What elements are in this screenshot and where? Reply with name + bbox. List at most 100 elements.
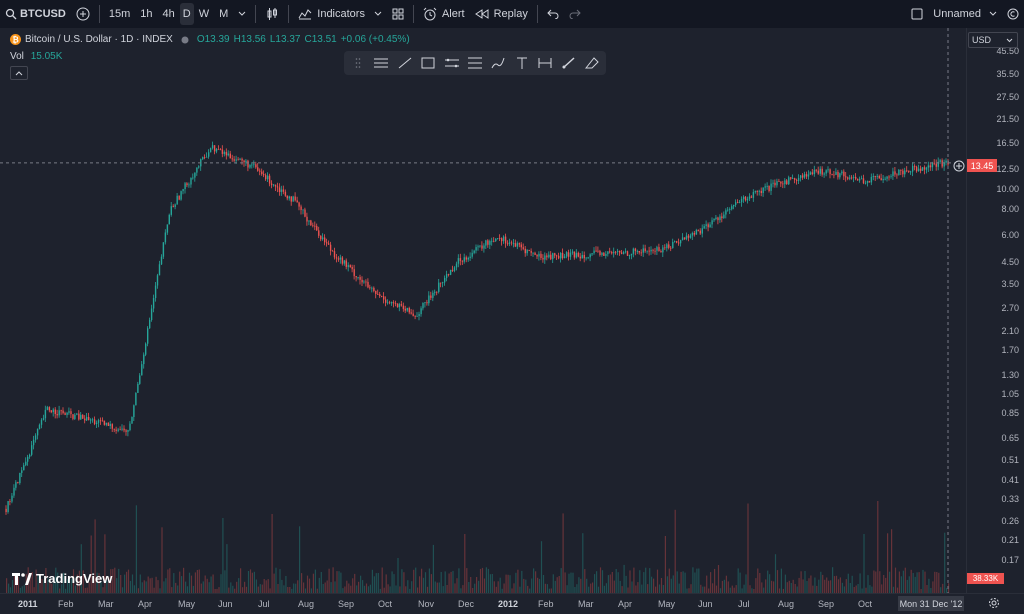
volume-bar [55,567,57,593]
interval-4h[interactable]: 4h [162,8,175,20]
candle [339,257,342,260]
candle [133,405,135,417]
volume-bar [411,581,413,593]
candle [825,170,827,174]
volume-bar [137,588,139,593]
price-chart[interactable] [0,28,966,593]
volume-bar [153,587,155,593]
volume-bar [879,571,881,593]
volume-bar [576,584,578,593]
volume-bar [700,584,702,593]
volume-bar [912,573,914,593]
collapse-legend-button[interactable] [10,66,28,80]
candle [34,435,37,440]
measure-tool-icon[interactable] [536,53,555,73]
candle [849,177,851,179]
cloud-status-button[interactable] [1002,0,1024,28]
volume-bar [835,575,838,593]
candle [833,174,835,176]
candle [595,250,597,252]
volume-bar [67,579,69,593]
fib-retracement-tool-icon[interactable] [465,53,484,73]
volume-bar [145,581,147,593]
text-tool-icon[interactable] [512,53,531,73]
time-tick: Oct [858,599,873,609]
candle [652,249,654,251]
trend-line-tool-icon[interactable] [395,53,414,73]
horizontal-lines-tool-icon[interactable] [371,53,390,73]
volume-bar [489,574,491,593]
volume-bar [281,579,283,593]
volume-bar [51,583,53,593]
candle [444,278,446,283]
chart-type-button[interactable] [260,0,284,28]
candle [239,158,241,160]
settings-gear-icon[interactable] [988,597,1000,609]
interval-w[interactable]: W [198,8,210,20]
interval-dropdown[interactable] [233,0,251,28]
candle [392,302,395,304]
currency-selector[interactable]: USD [968,32,1018,48]
candle [5,508,7,512]
volume-bar [869,585,871,593]
layout-button[interactable]: Unnamed [906,0,1002,28]
templates-button[interactable] [387,0,409,28]
candle [408,308,410,313]
chart-pane[interactable] [0,28,966,593]
symbol-search[interactable]: BTCUSD [0,0,71,28]
volume-bar [289,587,291,593]
candle [679,240,682,244]
candle [628,255,631,256]
candle [709,224,711,228]
candle [719,216,721,221]
interval-15m[interactable]: 15m [108,8,131,20]
volume-bar [304,588,307,593]
indicators-label: Indicators [317,8,365,20]
volume-bar [940,587,942,593]
indicators-button[interactable]: Indicators [293,0,387,28]
price-axis[interactable]: 45.50 35.50 27.50 21.50 16.50 12.50 10.00 8.00 6… [966,28,1024,593]
candle [589,254,591,258]
volume-bar [651,576,653,593]
parallel-channel-tool-icon[interactable] [442,53,461,73]
candle [198,166,200,168]
volume-bar [625,575,627,593]
volume-bar [926,585,928,593]
price-tick: 0.85 [1001,408,1019,419]
replay-button[interactable]: Replay [470,0,533,28]
candle [839,173,841,178]
volume-bar [495,586,497,593]
tradingview-logo[interactable]: TradingView [12,571,112,586]
volume-bar [417,587,419,593]
alert-button[interactable]: Alert [418,0,470,28]
candle [526,250,528,254]
volume-bar [285,576,287,593]
brush-tool-icon[interactable] [489,53,508,73]
undo-button[interactable] [542,0,564,28]
rectangle-tool-icon[interactable] [418,53,437,73]
interval-m[interactable]: M [219,8,229,20]
candle [451,269,454,271]
candle [870,176,873,183]
interval-d[interactable]: D [179,3,194,25]
add-alert-plus-icon[interactable] [953,160,965,172]
volume-bar [387,584,389,593]
time-axis[interactable]: 2011 Feb Mar Apr May Jun Jul Aug Sep Oct Nov Dec 201… [0,593,1024,614]
volume-bar [684,572,686,593]
redo-button[interactable] [564,0,586,28]
candle [894,171,896,175]
volume-bar [84,587,86,593]
compare-button[interactable] [71,0,95,28]
interval-1h[interactable]: 1h [140,8,153,20]
eraser-tool-icon[interactable] [583,53,602,73]
drag-handle-icon[interactable] [348,53,367,73]
candle [923,167,926,170]
volume-bar [910,569,912,593]
candle [634,248,637,252]
volume-bar [234,588,236,593]
volume-bar [167,569,169,593]
candle [799,175,802,178]
candle [263,174,265,176]
pen-tool-icon[interactable] [559,53,578,73]
volume-bar [552,574,554,593]
